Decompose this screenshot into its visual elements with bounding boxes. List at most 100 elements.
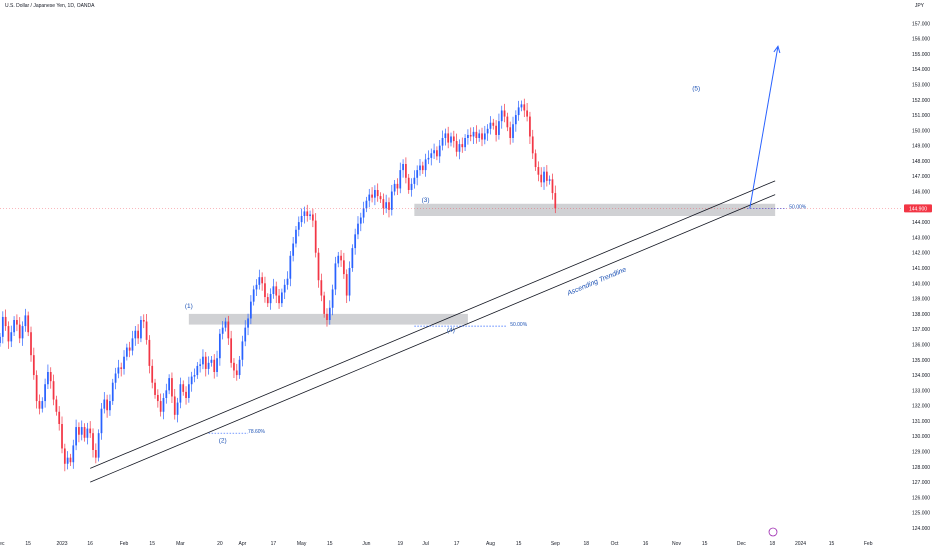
x-tick-label: 15 bbox=[149, 541, 155, 547]
candle-body bbox=[227, 321, 230, 339]
candle-body bbox=[388, 202, 390, 210]
candle-body bbox=[221, 327, 224, 334]
chart-title: U.S. Dollar / Japanese Yen, 1D, OANDA bbox=[5, 3, 95, 9]
candle-body bbox=[354, 234, 357, 249]
candle-body bbox=[128, 347, 131, 351]
candle-body bbox=[238, 359, 241, 376]
candle-body bbox=[235, 370, 238, 376]
candle-body bbox=[421, 165, 424, 171]
x-tick-label: 16 bbox=[87, 541, 93, 547]
wave-label: (1) bbox=[185, 303, 193, 310]
y-tick-label: 137.000 bbox=[912, 327, 930, 333]
candle-body bbox=[379, 196, 382, 200]
x-tick-label: 15 bbox=[702, 541, 708, 547]
y-tick-label: 139.000 bbox=[912, 297, 930, 303]
candle-body bbox=[16, 320, 18, 325]
candle-body bbox=[69, 457, 72, 463]
candle-body bbox=[331, 289, 334, 308]
x-tick-label: 18 bbox=[770, 541, 776, 547]
candle-body bbox=[537, 167, 540, 175]
candle-body bbox=[405, 164, 407, 178]
candle-body bbox=[44, 384, 46, 402]
candle-body bbox=[255, 284, 258, 290]
candle-body bbox=[156, 394, 159, 402]
support-zone bbox=[414, 203, 776, 216]
candle-body bbox=[114, 373, 117, 383]
candle-body bbox=[264, 283, 266, 298]
candle-body bbox=[176, 402, 179, 415]
candle-body bbox=[348, 268, 351, 296]
candle-body bbox=[334, 263, 337, 290]
fib-level-label: 50.00% bbox=[510, 322, 528, 328]
candle-body bbox=[469, 134, 472, 137]
candle-body bbox=[92, 433, 94, 450]
candle-body bbox=[241, 341, 244, 360]
candle-body bbox=[49, 372, 52, 382]
candle-body bbox=[357, 223, 359, 235]
candle-body bbox=[131, 338, 134, 351]
trendlines-group bbox=[0, 45, 902, 483]
candle-body bbox=[258, 277, 261, 285]
candle-body bbox=[213, 359, 216, 372]
x-tick-label: Oct bbox=[611, 541, 619, 547]
candle-body bbox=[416, 170, 419, 178]
candle-body bbox=[159, 401, 162, 412]
candle-body bbox=[292, 243, 295, 256]
fib-level-label: 78.60% bbox=[248, 429, 266, 435]
candle-body bbox=[151, 365, 154, 383]
y-tick-label: 153.000 bbox=[912, 82, 930, 88]
candle-body bbox=[424, 159, 427, 171]
candle-body bbox=[517, 107, 520, 116]
y-tick-label: 133.000 bbox=[912, 388, 930, 394]
candle-body bbox=[467, 134, 469, 138]
y-tick-label: 138.000 bbox=[912, 312, 930, 318]
candle-body bbox=[371, 194, 373, 198]
candle-body bbox=[452, 136, 455, 142]
y-tick-label: 140.000 bbox=[912, 281, 930, 287]
candle-body bbox=[489, 122, 492, 129]
x-tick-label: Jun bbox=[362, 541, 370, 547]
candle-body bbox=[266, 297, 269, 304]
candle-body bbox=[230, 338, 233, 363]
candle-body bbox=[4, 316, 7, 327]
candle-body bbox=[529, 116, 531, 137]
candle-body bbox=[410, 183, 413, 190]
candle-body bbox=[61, 424, 63, 449]
candle-body bbox=[328, 307, 331, 320]
x-tick-label: Aug bbox=[486, 541, 495, 547]
candle-body bbox=[247, 318, 249, 328]
y-tick-label: 147.000 bbox=[912, 174, 930, 180]
candle-body bbox=[438, 145, 441, 157]
candle-body bbox=[41, 401, 44, 409]
candle-body bbox=[365, 200, 368, 209]
candle-body bbox=[486, 128, 489, 134]
projection-arrow-line bbox=[749, 46, 779, 209]
x-tick-label: Jul bbox=[422, 541, 428, 547]
candle-body bbox=[21, 326, 24, 339]
candle-body bbox=[89, 428, 92, 434]
candle-body bbox=[385, 202, 388, 209]
candle-body bbox=[478, 133, 481, 138]
candle-body bbox=[309, 214, 311, 216]
candle-body bbox=[345, 274, 348, 296]
candle-body bbox=[190, 376, 193, 385]
x-tick-label: Sep bbox=[551, 541, 560, 547]
candle-body bbox=[27, 315, 30, 333]
candle-body bbox=[393, 183, 396, 192]
candle-body bbox=[207, 362, 210, 369]
x-tick-label: 17 bbox=[271, 541, 277, 547]
event-marker-icon bbox=[768, 527, 778, 537]
candle-body bbox=[464, 138, 466, 148]
y-tick-label: 152.000 bbox=[912, 98, 930, 104]
candle-body bbox=[390, 191, 393, 210]
y-tick-label: 154.000 bbox=[912, 67, 930, 73]
candle-body bbox=[520, 104, 523, 108]
y-tick-label: 146.000 bbox=[912, 190, 930, 196]
support-zone bbox=[188, 313, 468, 325]
supply-demand-zones bbox=[188, 203, 776, 325]
candle-body bbox=[551, 179, 554, 194]
x-tick-label: 15 bbox=[327, 541, 333, 547]
candle-body bbox=[430, 153, 433, 158]
candle-body bbox=[233, 362, 235, 371]
